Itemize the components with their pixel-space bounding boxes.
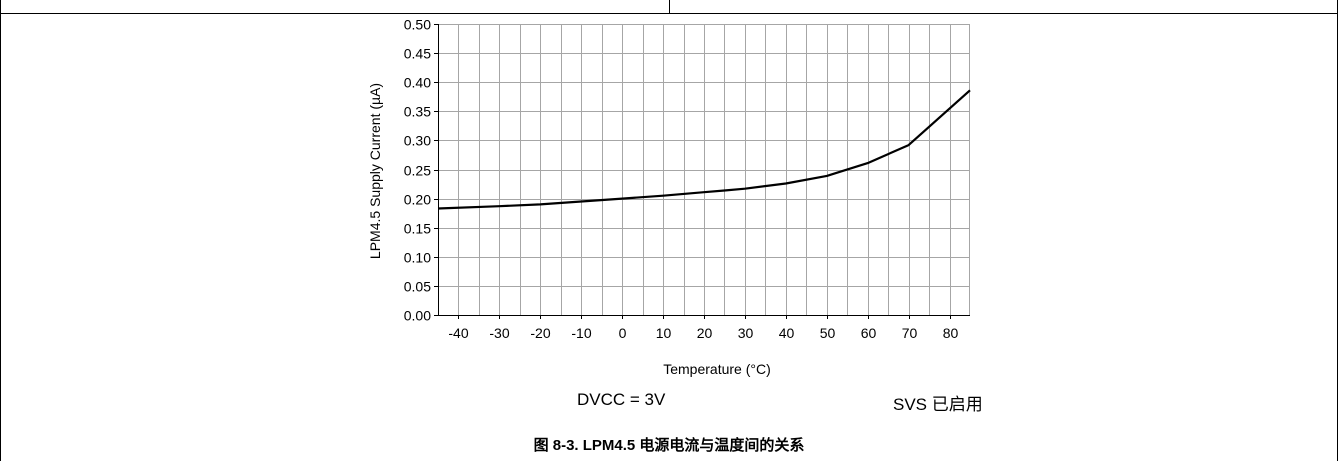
x-tick-label: 40 [779,325,795,341]
grid-lines [438,24,970,315]
y-tick-label: 0.25 [404,163,431,179]
x-tick-label: -10 [571,325,591,341]
x-tick-label: 30 [738,325,754,341]
figure-caption: 图 8-3. LPM4.5 电源电流与温度间的关系 [533,437,805,454]
axes [434,24,970,319]
y-tick-label: 0.15 [404,221,431,237]
data-series [437,89,971,210]
y-tick-label: 0.35 [404,104,431,120]
y-tick-label: 0.00 [404,308,431,324]
x-tick-label: -20 [530,325,550,341]
table-border-left [0,13,1,461]
y-tick-label: 0.20 [404,192,431,208]
x-tick-label: 20 [697,325,713,341]
y-tick-label: 0.45 [404,46,431,62]
x-tick-label: 10 [656,325,672,341]
x-tick-label: 70 [902,325,918,341]
condition-dvcc: DVCC = 3V [577,390,666,409]
x-tick-label: 80 [943,325,959,341]
x-axis-label: Temperature (°C) [663,361,771,377]
condition-svs: SVS 已启用 [893,395,983,414]
x-tick-label: 50 [820,325,836,341]
y-axis-label: LPM4.5 Supply Current (µA) [367,83,383,259]
table-cell-top-left [0,0,670,14]
y-tick-label: 0.40 [404,75,431,91]
y-tick-label: 0.10 [404,250,431,266]
supply-current-line [437,89,971,210]
x-tick-label: -40 [448,325,468,341]
tick-labels: 0.00 0.05 0.10 0.15 0.20 0.25 0.30 0.35 0.40 0.45… [404,17,959,342]
x-tick-label: 60 [861,325,877,341]
y-tick-label: 0.05 [404,279,431,295]
y-tick-label: 0.50 [404,17,431,33]
x-tick-label: 0 [619,325,627,341]
x-tick-label: -30 [489,325,509,341]
y-tick-label: 0.30 [404,133,431,149]
